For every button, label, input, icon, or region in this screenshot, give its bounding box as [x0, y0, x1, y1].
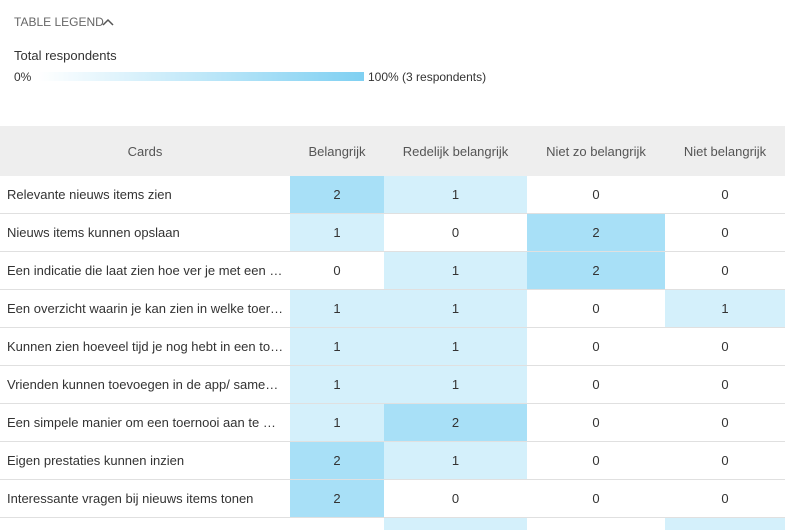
table-row: Eigen prestaties kunnen inzien 2 1 0 0: [0, 441, 785, 480]
count-cell: 1: [665, 289, 785, 328]
results-table: Cards Belangrijk Redelijk belangrijk Niet z…: [0, 126, 785, 530]
count-cell: 1: [290, 213, 384, 252]
count-cell: 0: [665, 479, 785, 518]
column-header[interactable]: Redelijk belangrijk: [384, 126, 527, 176]
legend-max: 100% (3 respondents): [368, 70, 487, 84]
count-cell: 0: [290, 517, 384, 530]
table-row: Een indicatie die laat zien hoe ver je m…: [0, 251, 785, 290]
legend-title[interactable]: TABLE LEGEND: [14, 15, 104, 29]
row-label: Relevante nieuws items zien: [0, 176, 290, 214]
column-header[interactable]: Niet belangrijk: [665, 126, 785, 176]
table-row: Nieuws items kunnen opslaan 1 0 2 0: [0, 213, 785, 252]
count-cell: 1: [290, 327, 384, 366]
count-cell: 0: [527, 479, 665, 518]
column-header[interactable]: Belangrijk: [290, 126, 384, 176]
count-cell: 0: [665, 176, 785, 214]
count-cell: 0: [527, 176, 665, 214]
count-cell: 1: [290, 403, 384, 442]
count-cell: 0: [527, 403, 665, 442]
table-row: Relevante nieuws items zien 2 1 0 0: [0, 176, 785, 214]
count-cell: 0: [665, 251, 785, 290]
count-cell: 0: [527, 327, 665, 366]
column-header[interactable]: Niet zo belangrijk: [527, 126, 665, 176]
table-row: Interessante vragen bij nieuws items ton…: [0, 479, 785, 518]
row-label: Een indicatie die laat zien hoe ver je m…: [0, 251, 290, 290]
row-label: Interessante vragen bij nieuws items ton…: [0, 479, 290, 518]
count-cell: 2: [527, 213, 665, 252]
count-cell: 0: [665, 441, 785, 480]
count-cell: 0: [290, 251, 384, 290]
legend-label: Total respondents: [14, 48, 117, 63]
count-cell: 1: [384, 251, 527, 290]
row-label: Eigen prestaties kunnen inzien: [0, 441, 290, 480]
count-cell: 2: [527, 251, 665, 290]
count-cell: 1: [290, 365, 384, 404]
count-cell: 2: [290, 441, 384, 480]
count-cell: 0: [384, 479, 527, 518]
count-cell: 0: [527, 517, 665, 530]
column-header[interactable]: Cards: [0, 126, 290, 176]
legend-min: 0%: [14, 70, 32, 84]
count-cell: 0: [665, 213, 785, 252]
count-cell: 0: [527, 365, 665, 404]
count-cell: 0: [527, 289, 665, 328]
row-label: Nieuws items kunnen opslaan: [0, 213, 290, 252]
count-cell: 2: [384, 403, 527, 442]
table-row: Kunnen zien hoeveel tijd je nog hebt in …: [0, 327, 785, 366]
count-cell: 2: [290, 176, 384, 214]
count-cell: 1: [290, 289, 384, 328]
header-row: Cards Belangrijk Redelijk belangrijk Niet z…: [0, 126, 785, 176]
count-cell: 1: [384, 289, 527, 328]
count-cell: 0: [665, 403, 785, 442]
legend-gradient: [38, 72, 364, 81]
count-cell: 1: [384, 365, 527, 404]
count-cell: 1: [665, 517, 785, 530]
count-cell: 0: [665, 365, 785, 404]
table-row: Een simpele manier om een toernooi aan t…: [0, 403, 785, 442]
row-label: Progressie kunnen maken en jezelf kunnen…: [0, 517, 290, 530]
table-row: Progressie kunnen maken en jezelf kunnen…: [0, 517, 785, 530]
collapse-icon[interactable]: [102, 17, 114, 27]
count-cell: 1: [384, 176, 527, 214]
table-body: Relevante nieuws items zien 2 1 0 0 Nieuws it…: [0, 176, 785, 530]
count-cell: 0: [665, 327, 785, 366]
count-cell: 0: [384, 213, 527, 252]
row-label: Een overzicht waarin je kan zien in welk…: [0, 289, 290, 328]
count-cell: 0: [527, 441, 665, 480]
count-cell: 1: [384, 441, 527, 480]
count-cell: 2: [290, 479, 384, 518]
count-cell: 1: [384, 517, 527, 530]
count-cell: 1: [384, 327, 527, 366]
row-label: Een simpele manier om een toernooi aan t…: [0, 403, 290, 442]
table-row: Vrienden kunnen toevoegen in de app/ sam…: [0, 365, 785, 404]
table-row: Een overzicht waarin je kan zien in welk…: [0, 289, 785, 328]
row-label: Kunnen zien hoeveel tijd je nog hebt in …: [0, 327, 290, 366]
row-label: Vrienden kunnen toevoegen in de app/ sam…: [0, 365, 290, 404]
